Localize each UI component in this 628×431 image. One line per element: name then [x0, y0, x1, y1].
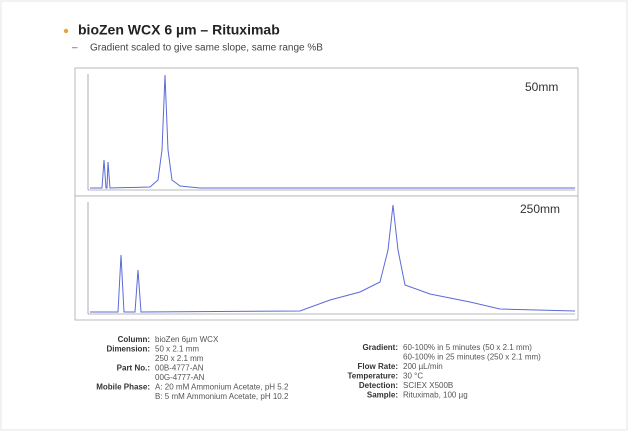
- trace: [90, 74, 575, 189]
- condition-value: A: 20 mM Ammonium Acetate, pH 5.2: [155, 383, 289, 392]
- condition-label: Dimension:: [106, 345, 150, 354]
- condition-value: 60-100% in 25 minutes (250 x 2.1 mm): [403, 353, 541, 362]
- condition-value: 250 x 2.1 mm: [155, 354, 204, 363]
- condition-value: bioZen 6µm WCX: [155, 335, 219, 344]
- condition-value: 00G-4777-AN: [155, 373, 205, 382]
- condition-value: SCIEX X500B: [403, 381, 453, 390]
- panel-frame: [74, 195, 579, 321]
- trace: [90, 204, 576, 313]
- panel-label: 250mm: [520, 202, 560, 216]
- bullet-text: Gradient scaled to give same slope, same…: [90, 43, 323, 54]
- chromatogram-top: 50mm: [74, 67, 579, 197]
- condition-value: Rituximab, 100 µg: [403, 391, 468, 400]
- condition-label: Gradient:: [362, 343, 398, 352]
- condition-value: B: 5 mM Ammonium Acetate, pH 10.2: [155, 392, 289, 401]
- bullet-dot: [63, 28, 69, 34]
- panel-frame: [74, 67, 579, 197]
- condition-label: Column:: [118, 335, 150, 344]
- condition-label: Detection:: [359, 381, 398, 390]
- condition-label: Sample:: [367, 391, 398, 400]
- condition-label: Mobile Phase:: [96, 383, 150, 392]
- condition-value: 200 µL/min: [403, 362, 443, 371]
- condition-label: Part No.:: [117, 364, 150, 373]
- condition-label: Temperature:: [347, 372, 398, 381]
- conditions: Column: bioZen 6µm WCX Dimension: 50 x 2.1 …: [96, 335, 541, 401]
- condition-value: 30 °C: [403, 372, 423, 381]
- slide-title: bioZen WCX 6 µm – Rituximab: [78, 22, 280, 38]
- chromatogram-bottom: 250mm: [74, 195, 579, 321]
- panel-label: 50mm: [525, 80, 558, 94]
- condition-value: 60-100% in 5 minutes (50 x 2.1 mm): [403, 343, 532, 352]
- condition-value: 00B-4777-AN: [155, 364, 204, 373]
- dash: –: [72, 43, 78, 54]
- condition-value: 50 x 2.1 mm: [155, 345, 199, 354]
- condition-label: Flow Rate:: [358, 362, 398, 371]
